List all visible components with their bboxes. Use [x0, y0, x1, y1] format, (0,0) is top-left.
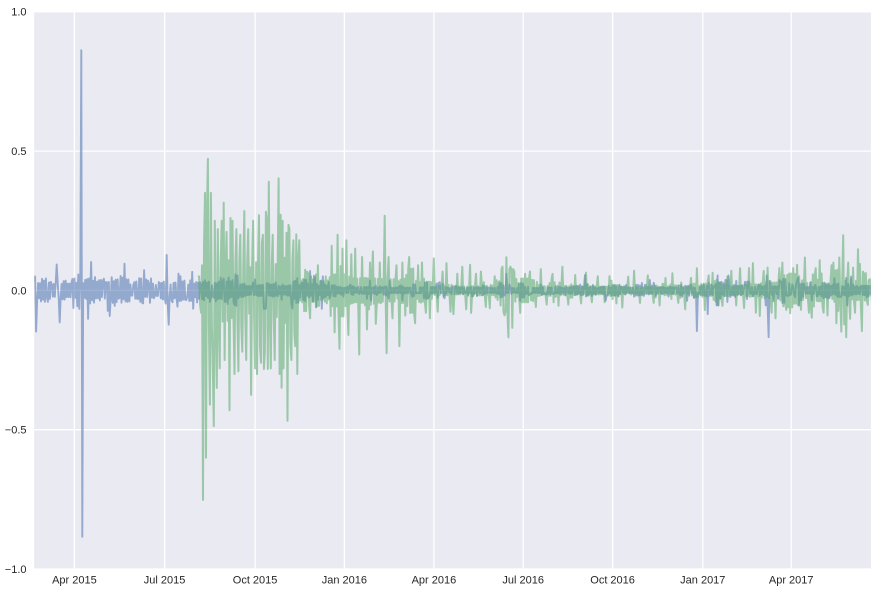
- svg-text:Oct 2015: Oct 2015: [233, 575, 278, 587]
- svg-text:Jan 2017: Jan 2017: [680, 575, 725, 587]
- svg-text:Apr 2017: Apr 2017: [769, 575, 814, 587]
- svg-text:Apr 2015: Apr 2015: [52, 575, 97, 587]
- svg-text:−0.5: −0.5: [5, 425, 27, 437]
- svg-text:Jul 2016: Jul 2016: [502, 575, 544, 587]
- svg-text:Jan 2016: Jan 2016: [322, 575, 367, 587]
- svg-text:Oct 2016: Oct 2016: [590, 575, 635, 587]
- svg-text:Jul 2015: Jul 2015: [144, 575, 186, 587]
- svg-text:0.0: 0.0: [11, 285, 26, 297]
- svg-text:−1.0: −1.0: [5, 564, 27, 576]
- svg-text:1.0: 1.0: [11, 7, 26, 19]
- svg-text:0.5: 0.5: [11, 146, 26, 158]
- svg-text:Apr 2016: Apr 2016: [412, 575, 457, 587]
